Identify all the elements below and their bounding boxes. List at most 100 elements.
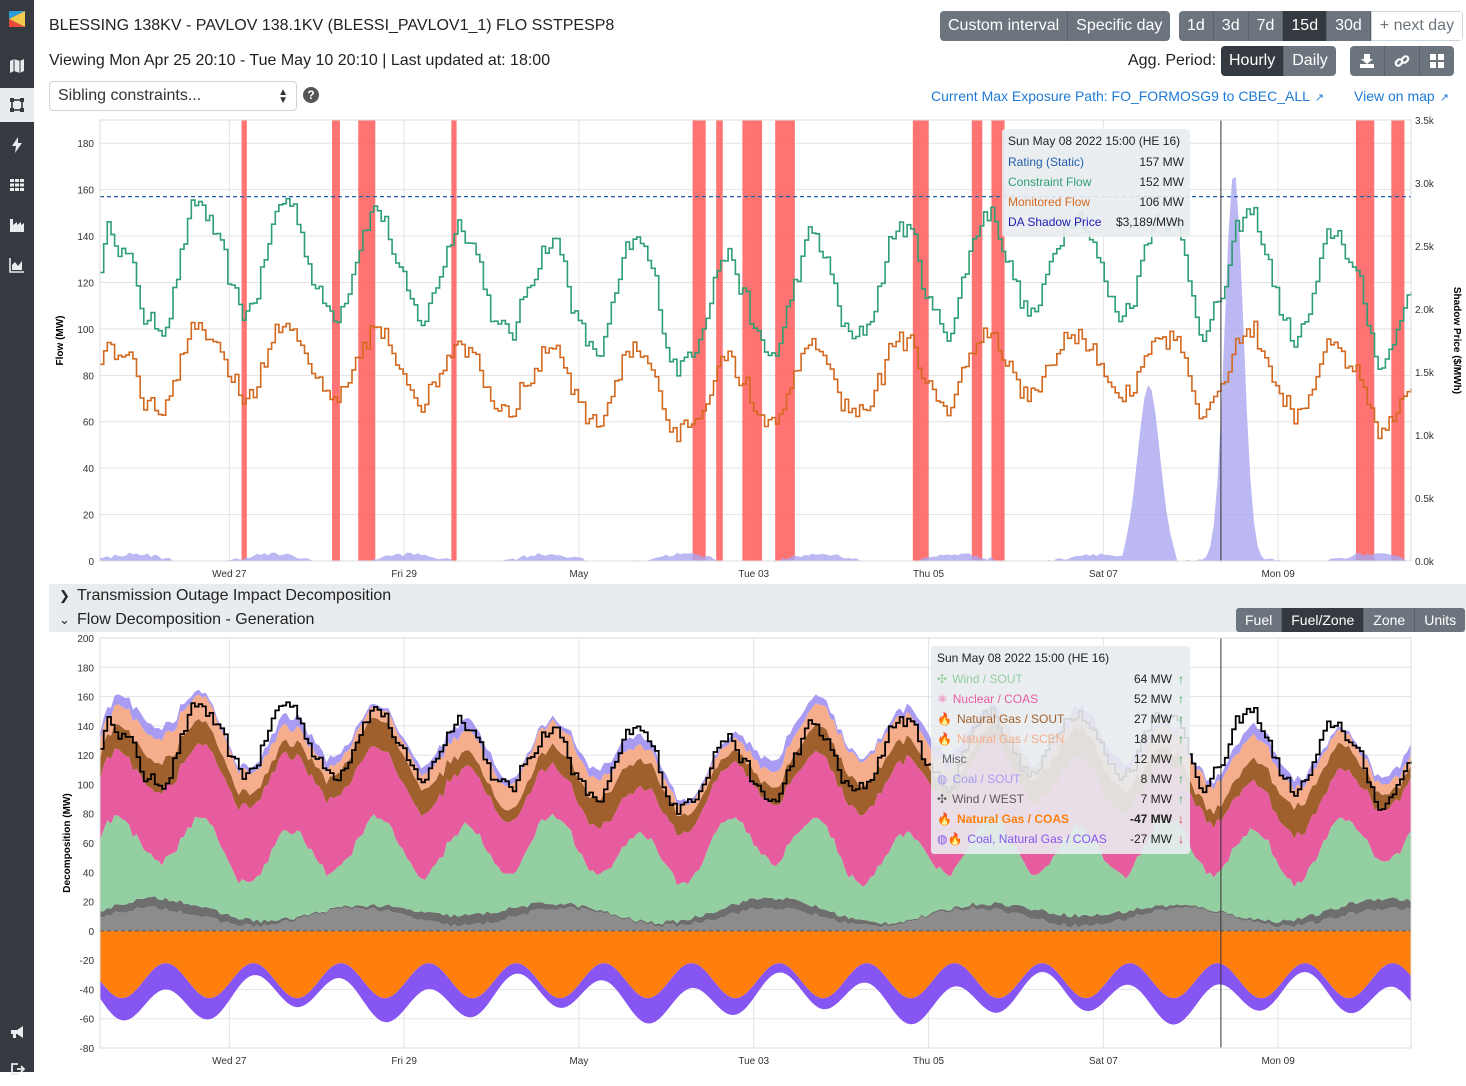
y-tick-label: 120 bbox=[77, 278, 94, 289]
flow-chart[interactable]: 0 20 40 60 80 100 120 140 160 180 0.0k 0.5k 1.0k 1.5k… bbox=[34, 112, 1466, 582]
tooltip-value: 7 MW bbox=[1140, 792, 1172, 806]
tooltip-value: $3,189/MWh bbox=[1115, 215, 1184, 229]
coal-ng-coas-layer bbox=[100, 963, 1411, 1025]
x-tick-label: Wed 27 bbox=[212, 569, 247, 580]
interval-button-group: 1d 3d 7d 15d 30d + next day bbox=[1179, 11, 1464, 41]
direction-arrow-icon: ↓ bbox=[1178, 812, 1184, 826]
view-on-map-link[interactable]: View on map ↗ bbox=[1354, 88, 1449, 104]
shadow-price-bar bbox=[241, 120, 247, 561]
interval-7d-button[interactable]: 7d bbox=[1248, 11, 1284, 41]
interval-3d-button[interactable]: 3d bbox=[1213, 11, 1249, 41]
tooltip-label: Natural Gas / COAS bbox=[956, 812, 1069, 826]
shadow-price-bar bbox=[912, 120, 929, 561]
decomp-tooltip: Sun May 08 2022 15:00 (HE 16) ✣ Wind / SO… bbox=[931, 646, 1190, 854]
y-tick-label: 60 bbox=[83, 418, 95, 429]
zone-button[interactable]: Zone bbox=[1364, 608, 1416, 632]
logo-icon[interactable] bbox=[0, 2, 34, 36]
y2-tick-label: 1.5k bbox=[1415, 368, 1435, 379]
decomposition-chart[interactable]: Wed 27 Fri 29 May Tue 03 Thu 05 Sat 07 Mon 09 -… bbox=[34, 630, 1466, 1072]
layout-button[interactable] bbox=[1420, 46, 1454, 76]
y-tick-label: 0 bbox=[88, 557, 94, 568]
custom-interval-button[interactable]: Custom interval bbox=[940, 11, 1069, 41]
megaphone-icon[interactable] bbox=[0, 1015, 34, 1049]
tooltip-value: 152 MW bbox=[1139, 175, 1184, 189]
y-tick-label: 140 bbox=[77, 722, 94, 733]
hourly-button[interactable]: Hourly bbox=[1221, 46, 1285, 76]
tooltip-label: Nuclear / COAS bbox=[952, 692, 1039, 706]
direction-arrow-icon: ↑ bbox=[1178, 752, 1184, 766]
x-tick-label: Mon 09 bbox=[1261, 569, 1295, 580]
monitored-flow-line bbox=[100, 320, 1412, 443]
external-link-icon: ↗ bbox=[1439, 92, 1449, 104]
help-icon[interactable]: ? bbox=[303, 87, 319, 103]
ng-coas-layer bbox=[100, 930, 1411, 999]
shadow-price-bar bbox=[971, 120, 983, 561]
tooltip-label: DA Shadow Price bbox=[1008, 215, 1102, 229]
y-tick-label: 180 bbox=[77, 139, 94, 150]
flow-decomposition-section[interactable]: ⌄ Flow Decomposition - Generation bbox=[49, 608, 1466, 632]
fuel-icon: ◍🔥 bbox=[937, 832, 963, 846]
tooltip-row: 🔥 Natural Gas / SOUT 27 MW ↑ bbox=[937, 709, 1184, 729]
shadow-price-bar bbox=[358, 120, 376, 561]
tooltip-row: ✣ Wind / SOUT 64 MW ↑ bbox=[937, 669, 1184, 689]
next-day-button[interactable]: + next day bbox=[1370, 11, 1464, 41]
specific-day-button[interactable]: Specific day bbox=[1068, 11, 1171, 41]
units-button[interactable]: Units bbox=[1415, 608, 1466, 632]
download-button[interactable] bbox=[1350, 46, 1385, 76]
y-tick-label: -60 bbox=[80, 1015, 95, 1026]
y-tick-label: 100 bbox=[77, 325, 94, 336]
y-tick-label: -80 bbox=[80, 1044, 95, 1055]
tooltip-value: 64 MW bbox=[1133, 672, 1172, 686]
tooltip-row: ✣ Wind / WEST 7 MW ↑ bbox=[937, 789, 1184, 809]
tooltip-row: ◍ Coal / SOUT 8 MW ↑ bbox=[937, 769, 1184, 789]
fuel-button[interactable]: Fuel bbox=[1236, 608, 1283, 632]
direction-arrow-icon: ↓ bbox=[1178, 832, 1184, 846]
fuel-zone-button[interactable]: Fuel/Zone bbox=[1282, 608, 1365, 632]
interval-15d-button[interactable]: 15d bbox=[1283, 11, 1328, 41]
shadow-price-bar bbox=[332, 120, 340, 561]
map-icon[interactable] bbox=[0, 49, 34, 83]
shadow-price-bar bbox=[716, 120, 723, 561]
daily-button[interactable]: Daily bbox=[1284, 46, 1336, 76]
link-button[interactable] bbox=[1385, 46, 1420, 76]
interval-30d-button[interactable]: 30d bbox=[1327, 11, 1371, 41]
tooltip-row: DA Shadow Price $3,189/MWh bbox=[1008, 212, 1184, 232]
tooltip-label: Coal, Natural Gas / COAS bbox=[967, 832, 1107, 846]
y-tick-label: 0 bbox=[88, 927, 94, 938]
tooltip-value: 18 MW bbox=[1133, 732, 1172, 746]
y-tick-label: -40 bbox=[80, 985, 95, 996]
sibling-constraints-select[interactable]: Sibling constraints... ▲ ▼ bbox=[49, 81, 297, 111]
x-tick-label: May bbox=[569, 569, 588, 580]
tooltip-value: 27 MW bbox=[1133, 712, 1172, 726]
grid-icon[interactable] bbox=[0, 168, 34, 202]
fuel-icon: 🔥 bbox=[937, 812, 952, 826]
y-axis-label: Flow (MW) bbox=[55, 316, 66, 366]
tooltip-label: Rating (Static) bbox=[1008, 155, 1085, 169]
tooltip-label: Coal / SOUT bbox=[952, 772, 1021, 786]
tooltip-label: Constraint Flow bbox=[1008, 175, 1092, 189]
header: BLESSING 138KV - PAVLOV 138.1KV (BLESSI_… bbox=[49, 0, 1466, 120]
tooltip-value: -47 MW bbox=[1130, 812, 1172, 826]
constraint-icon[interactable] bbox=[0, 88, 34, 122]
select-caret-icon: ▲ ▼ bbox=[278, 87, 288, 106]
direction-arrow-icon: ↑ bbox=[1178, 692, 1184, 706]
tooltip-value: 106 MW bbox=[1139, 195, 1184, 209]
bolt-icon[interactable] bbox=[0, 128, 34, 162]
outage-impact-section[interactable]: ❯ Transmission Outage Impact Decompositi… bbox=[49, 584, 1466, 608]
direction-arrow-icon: ↑ bbox=[1178, 772, 1184, 786]
y-tick-label: 40 bbox=[83, 464, 95, 475]
tooltip-label: Natural Gas / SOUT bbox=[956, 712, 1065, 726]
x-tick-label: Thu 05 bbox=[913, 1056, 945, 1067]
y2-tick-label: 3.0k bbox=[1415, 179, 1435, 190]
fuel-icon: ✣ bbox=[937, 792, 948, 806]
fuel-icon: ✣ bbox=[937, 672, 948, 686]
logout-icon[interactable] bbox=[0, 1052, 34, 1086]
viewing-range: Viewing Mon Apr 25 20:10 - Tue May 10 20… bbox=[49, 52, 551, 69]
flow-tooltip: Sun May 08 2022 15:00 (HE 16) Rating (St… bbox=[1002, 129, 1190, 237]
interval-1d-button[interactable]: 1d bbox=[1179, 11, 1214, 41]
area-chart-icon[interactable] bbox=[0, 248, 34, 282]
link-icon bbox=[1394, 55, 1410, 67]
max-exposure-link[interactable]: Current Max Exposure Path: FO_FORMOSG9 t… bbox=[931, 88, 1325, 104]
tooltip-row: ◍🔥 Coal, Natural Gas / COAS -27 MW ↓ bbox=[937, 829, 1184, 849]
factory-icon[interactable] bbox=[0, 208, 34, 242]
